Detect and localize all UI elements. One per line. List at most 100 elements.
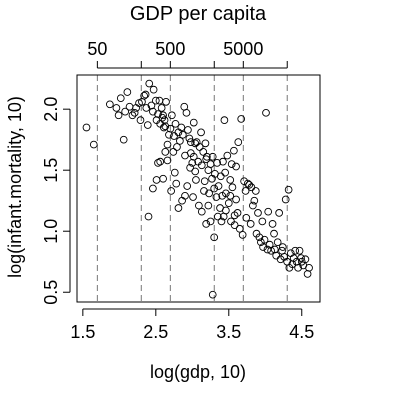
data-point xyxy=(197,161,206,170)
data-point xyxy=(232,195,240,204)
data-point xyxy=(186,163,194,172)
data-point xyxy=(162,97,170,106)
data-point xyxy=(189,152,198,161)
data-point xyxy=(189,193,197,201)
data-point xyxy=(168,111,176,120)
data-point xyxy=(291,246,300,255)
data-point xyxy=(170,168,179,177)
data-point xyxy=(267,246,275,255)
x-tick-label: 3.5 xyxy=(216,322,241,342)
data-point xyxy=(260,235,269,244)
data-point xyxy=(206,160,215,168)
data-point xyxy=(201,139,210,148)
data-point xyxy=(82,123,91,132)
data-point xyxy=(167,187,175,195)
data-point xyxy=(159,111,167,120)
data-point xyxy=(140,91,148,100)
data-point xyxy=(278,243,287,251)
data-point xyxy=(228,183,237,192)
data-point xyxy=(130,108,139,117)
data-point xyxy=(249,201,257,210)
data-point xyxy=(149,184,157,193)
data-point xyxy=(205,189,213,198)
data-point xyxy=(265,240,274,249)
data-point xyxy=(172,179,181,188)
data-point xyxy=(112,104,121,112)
plot-frame xyxy=(76,74,321,303)
y-tick-label: 1.0 xyxy=(41,219,61,244)
data-point xyxy=(241,187,250,195)
data-point xyxy=(212,193,221,201)
data-point xyxy=(186,138,195,146)
data-point xyxy=(275,209,283,217)
data-point xyxy=(184,126,192,134)
data-point xyxy=(208,152,217,161)
y-tick-label: 1.5 xyxy=(41,158,61,183)
data-point xyxy=(262,108,270,117)
data-point xyxy=(270,229,278,238)
data-point xyxy=(197,207,206,216)
data-point xyxy=(216,172,225,181)
data-points xyxy=(82,79,313,299)
data-point xyxy=(259,243,267,251)
data-point xyxy=(183,182,192,190)
data-point xyxy=(303,270,312,278)
data-point xyxy=(226,176,235,184)
data-point xyxy=(142,104,151,112)
data-point xyxy=(264,207,273,216)
data-point xyxy=(195,201,203,210)
data-point xyxy=(200,177,209,186)
data-point xyxy=(125,102,134,111)
data-point xyxy=(165,130,173,139)
y-axis: 0.5 1.0 1.5 2.0 xyxy=(41,97,71,305)
data-point xyxy=(114,111,123,120)
data-point xyxy=(213,212,222,221)
x-tick-label: 4.5 xyxy=(289,322,314,342)
data-point xyxy=(136,116,145,125)
data-point xyxy=(166,124,175,133)
data-point xyxy=(224,199,233,207)
data-point xyxy=(255,233,264,242)
data-point xyxy=(123,88,132,96)
data-point xyxy=(222,206,230,215)
data-point xyxy=(297,254,305,262)
data-point xyxy=(220,116,229,125)
data-point xyxy=(200,187,208,195)
data-point xyxy=(221,168,229,177)
data-point xyxy=(159,174,167,183)
data-point xyxy=(185,134,194,143)
data-point xyxy=(294,263,302,272)
data-point xyxy=(295,246,304,255)
data-point xyxy=(206,217,215,226)
x-axis: 1.5 2.5 3.5 4.5 xyxy=(70,308,314,342)
data-point xyxy=(156,157,165,166)
top-tick-label: 5000 xyxy=(223,39,263,59)
data-point xyxy=(177,123,186,132)
data-point xyxy=(226,191,235,200)
data-point xyxy=(141,90,150,99)
data-point xyxy=(268,220,277,228)
data-point xyxy=(238,231,247,239)
data-point xyxy=(234,138,243,146)
data-point xyxy=(273,238,282,247)
data-point xyxy=(163,156,172,165)
data-point xyxy=(147,101,156,110)
data-point xyxy=(191,139,200,148)
data-point xyxy=(191,167,200,176)
data-point xyxy=(189,118,198,127)
data-point xyxy=(263,245,272,254)
data-point xyxy=(121,107,130,116)
data-point xyxy=(152,176,161,184)
data-point xyxy=(160,116,169,125)
data-point xyxy=(188,159,197,167)
data-point xyxy=(284,185,293,194)
data-point xyxy=(237,115,246,123)
data-point xyxy=(288,260,297,269)
data-point xyxy=(272,251,281,260)
data-point xyxy=(281,195,290,204)
x-tick-label: 1.5 xyxy=(70,322,95,342)
data-point xyxy=(232,162,240,171)
top-axis: 50 500 5000 xyxy=(87,39,288,69)
